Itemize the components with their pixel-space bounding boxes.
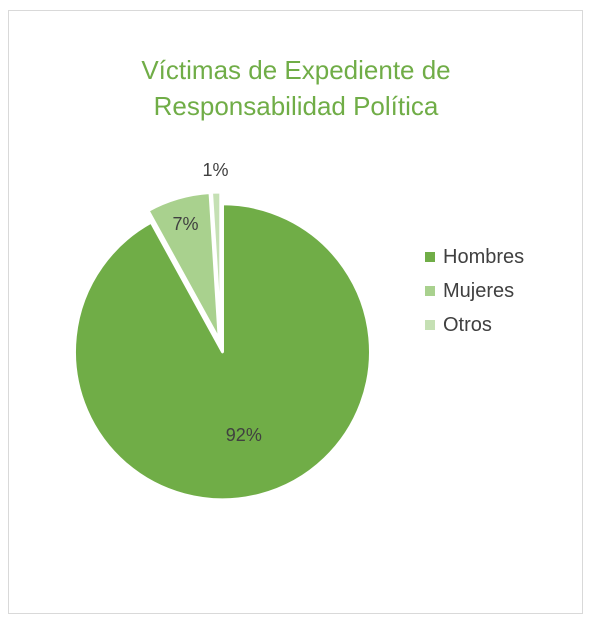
data-label-otros: 1% (202, 160, 228, 180)
legend-item-hombres[interactable]: Hombres (425, 240, 524, 274)
legend-swatch-mujeres (425, 286, 435, 296)
pie-slice-otros[interactable] (210, 190, 223, 342)
chart-title-line-2: Responsabilidad Política (153, 91, 439, 121)
chart-title: Víctimas de Expediente de Responsabilida… (0, 52, 592, 124)
legend-swatch-otros (425, 320, 435, 330)
legend-item-mujeres[interactable]: Mujeres (425, 274, 524, 308)
legend-label-mujeres: Mujeres (443, 279, 515, 302)
legend: Hombres Mujeres Otros (425, 240, 524, 342)
pie-slice-hombres[interactable] (73, 202, 372, 502)
pie-slice-mujeres[interactable] (146, 191, 221, 342)
legend-label-hombres: Hombres (443, 245, 525, 268)
legend-label-otros: Otros (443, 313, 492, 336)
data-label-mujeres: 7% (172, 214, 198, 234)
legend-swatch-hombres (425, 252, 435, 262)
legend-item-otros[interactable]: Otros (425, 308, 524, 342)
data-label-hombres: 92% (226, 425, 262, 445)
chart-title-line-1: Víctimas de Expediente de (141, 55, 451, 85)
